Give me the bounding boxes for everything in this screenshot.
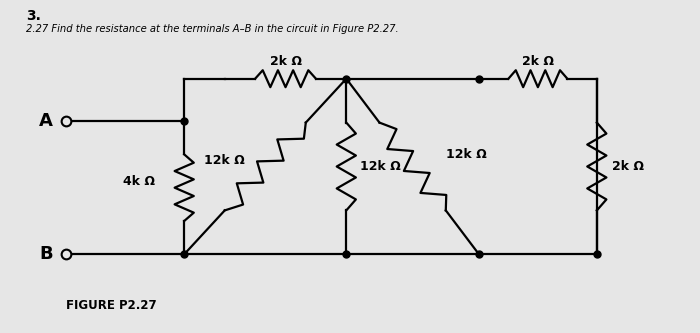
Text: 12k Ω: 12k Ω: [446, 148, 486, 161]
Text: A: A: [39, 112, 53, 130]
Text: 2k Ω: 2k Ω: [612, 160, 643, 173]
Text: 2k Ω: 2k Ω: [270, 55, 302, 68]
Text: B: B: [39, 245, 53, 263]
Text: 12k Ω: 12k Ω: [204, 154, 245, 167]
Text: FIGURE P2.27: FIGURE P2.27: [66, 299, 157, 312]
Text: 2k Ω: 2k Ω: [522, 55, 554, 68]
Text: 4k Ω: 4k Ω: [122, 175, 155, 188]
Text: 3.: 3.: [26, 9, 41, 23]
Text: 12k Ω: 12k Ω: [360, 160, 400, 173]
Text: 2.27 Find the resistance at the terminals A–B in the circuit in Figure P2.27.: 2.27 Find the resistance at the terminal…: [26, 24, 398, 34]
